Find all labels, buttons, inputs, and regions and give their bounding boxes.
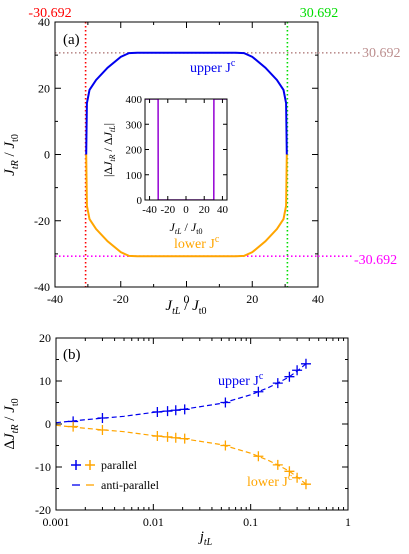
upper-parallel-point — [253, 386, 264, 397]
upper-jc-text: upper J — [190, 61, 231, 76]
x-axis-label-b: jtL — [198, 529, 213, 548]
upper-anti-parallel-line — [56, 363, 307, 424]
upper-jc-text-b: upper J — [218, 374, 259, 389]
delta-series — [56, 358, 311, 490]
legend-marker-parallel — [71, 460, 95, 470]
inset-x-tick-label: 0 — [183, 204, 189, 216]
upper-jc-label: upper Jc — [190, 58, 236, 76]
panel-b-label: (b) — [63, 347, 81, 363]
lower-jc-text-b: lower J — [247, 475, 288, 490]
x-tick-label-b: 0.01 — [143, 515, 164, 529]
x-tick-label: -40 — [47, 292, 63, 306]
y-axis-label-b: ΔJtR / Jt0 — [2, 398, 21, 449]
y-tick-label-b: 10 — [39, 374, 51, 388]
lower-jc-curve — [85, 154, 288, 258]
y-tick-label: -20 — [34, 214, 50, 228]
upper-parallel-point — [292, 365, 303, 376]
lower-anti-parallel-line — [56, 424, 307, 485]
x-tick-label-b: 0.1 — [243, 515, 258, 529]
lower-parallel-point — [284, 466, 295, 477]
inset-background — [145, 99, 227, 200]
legend-anti-parallel-label: anti-parallel — [101, 478, 160, 492]
annotation-bottom-value: -30.692 — [354, 253, 397, 268]
legend: parallel anti-parallel — [71, 458, 160, 492]
y-tick-label: 0 — [44, 148, 50, 162]
y-tick-label: 40 — [38, 15, 50, 29]
reference-lines — [55, 22, 318, 287]
upper-jc-curve — [85, 51, 288, 155]
boundary-series — [85, 51, 288, 258]
upper-jc-label-b: upper Jc — [218, 371, 264, 389]
inset-y-label: |ΔJtR / ΔJtL| — [101, 123, 117, 177]
legend-parallel-label: parallel — [101, 458, 138, 472]
x-tick-label: 20 — [246, 292, 258, 306]
annotation-top-value: 30.692 — [362, 46, 401, 61]
y-axis-label-a: JtR / Jt0 — [2, 134, 21, 176]
x-axis-label-a: JtL / Jt0 — [165, 298, 206, 317]
x-tick-label-b: 0.001 — [43, 515, 70, 529]
panel-a-label: (a) — [63, 32, 80, 48]
inset-y-tick-label: 0 — [137, 195, 143, 207]
inset-x-tick-label: 20 — [199, 204, 211, 216]
upper-parallel-point — [284, 371, 295, 382]
y-tick-label: -40 — [34, 280, 50, 294]
lower-jc-label-b: lower Jc — [247, 472, 293, 490]
y-tick-label: 20 — [38, 81, 50, 95]
inset-x-label: JtL / Jt0 — [170, 220, 203, 236]
lower-parallel-point — [253, 451, 264, 462]
inset-y-tick-label: 300 — [126, 119, 143, 131]
lower-jc-superscript: c — [215, 234, 220, 245]
inset-y-tick-label: 400 — [126, 94, 143, 106]
lower-jc-superscript-b: c — [288, 472, 293, 483]
upper-jc-superscript: c — [231, 58, 236, 69]
annotation-left-value: -30.692 — [28, 6, 71, 21]
x-tick-label: 40 — [312, 292, 324, 306]
inset-y-tick-label: 200 — [126, 145, 143, 157]
inset-x-tick-label: 40 — [217, 204, 229, 216]
axis-ticks-b: 0.001 0.01 0.1 1 -20 -10 0 10 20 — [35, 331, 351, 529]
y-tick-label-b: -20 — [35, 503, 51, 517]
lower-jc-label: lower Jc — [174, 234, 220, 252]
inset-y-tick-label: 100 — [126, 170, 143, 182]
x-tick-label: -20 — [113, 292, 129, 306]
y-tick-label-b: 0 — [45, 417, 51, 431]
y-tick-label-b: 20 — [39, 331, 51, 345]
x-tick-label: 0 — [184, 292, 190, 306]
annotation-right-value: 30.692 — [300, 6, 339, 21]
inset-x-tick-label: -40 — [142, 204, 157, 216]
upper-jc-superscript-b: c — [259, 371, 264, 382]
lower-parallel-point — [292, 472, 303, 483]
x-tick-label-b: 1 — [345, 515, 351, 529]
inset-x-tick-label: -20 — [160, 204, 175, 216]
lower-jc-text: lower J — [174, 237, 215, 252]
y-tick-label-b: -10 — [35, 460, 51, 474]
